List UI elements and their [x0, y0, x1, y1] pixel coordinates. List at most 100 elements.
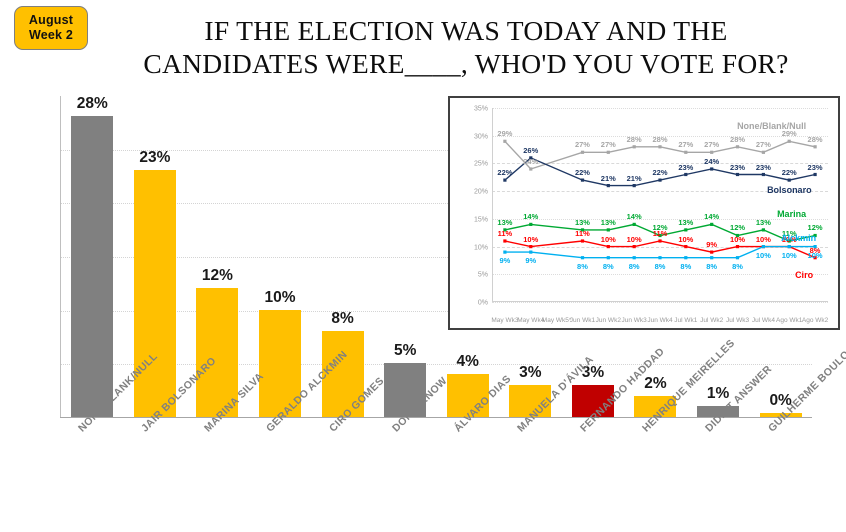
line-data-marker[interactable] [787, 245, 791, 249]
line-point-label: 10% [781, 234, 797, 244]
line-data-marker[interactable] [710, 150, 714, 154]
line-data-marker[interactable] [503, 250, 507, 254]
line-data-marker[interactable] [813, 233, 817, 238]
line-data-marker[interactable] [503, 139, 507, 143]
bar[interactable]: 28% [71, 95, 114, 417]
line-data-marker[interactable] [813, 256, 817, 260]
line-point-label: 27% [678, 140, 694, 150]
line-data-marker[interactable] [658, 239, 662, 243]
bar[interactable]: 8% [321, 310, 364, 417]
line-data-marker[interactable] [606, 245, 610, 249]
line-data-marker[interactable] [761, 245, 765, 249]
bar[interactable]: 0% [759, 392, 802, 417]
bar[interactable]: 10% [259, 289, 302, 417]
line-data-marker[interactable] [761, 228, 765, 232]
line-data-marker[interactable] [813, 145, 817, 149]
line-data-marker[interactable] [710, 250, 714, 254]
bar-chart-category-labels: NONE/BLANK/NULL JAIR BOLSONARO MARINA SILV… [61, 337, 846, 528]
line-point-label: 9% [525, 256, 537, 266]
badge-week: Week 2 [28, 28, 74, 42]
line-data-marker[interactable] [503, 178, 507, 182]
line-data-marker[interactable] [632, 245, 636, 249]
x-tick-label: May Wk4 [517, 317, 545, 324]
line-data-marker[interactable] [787, 139, 791, 143]
bar[interactable]: 2% [634, 375, 677, 417]
line-data-marker[interactable] [632, 184, 636, 188]
line-point-label: 28% [652, 134, 668, 144]
y-tick-label: 5% [477, 271, 488, 279]
line-point-label: 14% [704, 212, 720, 222]
line-data-marker[interactable] [710, 222, 714, 226]
line-data-marker[interactable] [761, 150, 765, 154]
line-data-marker[interactable] [813, 245, 817, 249]
line-data-marker[interactable] [761, 172, 765, 177]
line-gridline: 20% [474, 189, 828, 196]
line-data-marker[interactable] [580, 150, 585, 154]
line-data-marker[interactable] [632, 222, 636, 226]
bar[interactable]: 4% [446, 353, 489, 417]
line-data-marker[interactable] [529, 156, 533, 160]
line-data-marker[interactable] [580, 228, 585, 232]
bar[interactable]: 12% [196, 267, 239, 417]
line-data-marker[interactable] [735, 172, 740, 177]
line-data-marker[interactable] [735, 256, 740, 260]
line-series-path [504, 157, 816, 187]
line-data-marker[interactable] [632, 145, 636, 149]
line-data-marker[interactable] [606, 150, 610, 154]
line-data-marker[interactable] [580, 178, 585, 182]
bar[interactable]: 1% [697, 385, 740, 417]
line-data-marker[interactable] [684, 172, 688, 177]
line-data-marker[interactable] [529, 222, 533, 226]
line-data-marker[interactable] [529, 250, 533, 254]
line-data-marker[interactable] [735, 233, 740, 238]
line-data-marker[interactable] [735, 145, 740, 149]
line-data-marker[interactable] [529, 167, 533, 171]
line-data-marker[interactable] [503, 228, 507, 232]
line-data-marker[interactable] [580, 256, 585, 260]
line-point-label: 8% [577, 261, 588, 271]
bar[interactable]: 5% [384, 342, 427, 417]
line-data-marker[interactable] [606, 256, 610, 260]
line-data-marker[interactable] [684, 150, 688, 154]
line-data-marker[interactable] [632, 256, 636, 260]
line-point-label: 29% [497, 129, 513, 139]
line-data-marker[interactable] [606, 228, 610, 232]
line-point-label: 22% [497, 168, 513, 178]
line-point-label: 21% [626, 173, 642, 183]
bar-slot: 4% [436, 96, 499, 417]
line-data-marker[interactable] [710, 167, 714, 171]
bar[interactable]: 3% [571, 364, 614, 417]
line-data-marker[interactable] [658, 256, 662, 260]
bar-chart-y-axis-line [60, 96, 61, 418]
line-data-marker[interactable] [684, 256, 688, 260]
line-point-label: 23% [678, 162, 694, 172]
line-data-marker[interactable] [503, 239, 507, 243]
line-series-name: Bolsonaro [767, 184, 812, 195]
line-data-marker[interactable] [580, 239, 585, 243]
line-data-marker[interactable] [658, 178, 662, 182]
bar-slot: 12% [186, 96, 249, 417]
line-data-marker[interactable] [813, 172, 817, 177]
line-point-label: 13% [574, 217, 590, 227]
line-data-marker[interactable] [658, 145, 662, 149]
line-point-label: 12% [652, 223, 668, 233]
line-data-marker[interactable] [787, 239, 791, 243]
line-data-marker[interactable] [684, 228, 688, 232]
line-gridline: 5% [478, 272, 828, 279]
line-data-marker[interactable] [735, 245, 740, 249]
line-point-label: 10% [523, 234, 539, 244]
bar-slot: 3% [499, 96, 562, 417]
line-data-marker[interactable] [710, 256, 714, 260]
line-data-marker[interactable] [787, 178, 791, 182]
line-data-marker[interactable] [529, 245, 533, 249]
bar[interactable]: 23% [133, 149, 176, 417]
line-gridline: 10% [474, 244, 828, 251]
gridline [60, 257, 812, 258]
line-data-marker[interactable] [658, 233, 662, 238]
bar[interactable]: 3% [509, 364, 552, 417]
bar-value-label: 5% [393, 342, 417, 360]
x-tick-label: Jun Wk2 [595, 317, 621, 324]
line-point-label: 21% [600, 173, 616, 183]
line-data-marker[interactable] [606, 184, 610, 188]
line-data-marker[interactable] [684, 245, 688, 249]
